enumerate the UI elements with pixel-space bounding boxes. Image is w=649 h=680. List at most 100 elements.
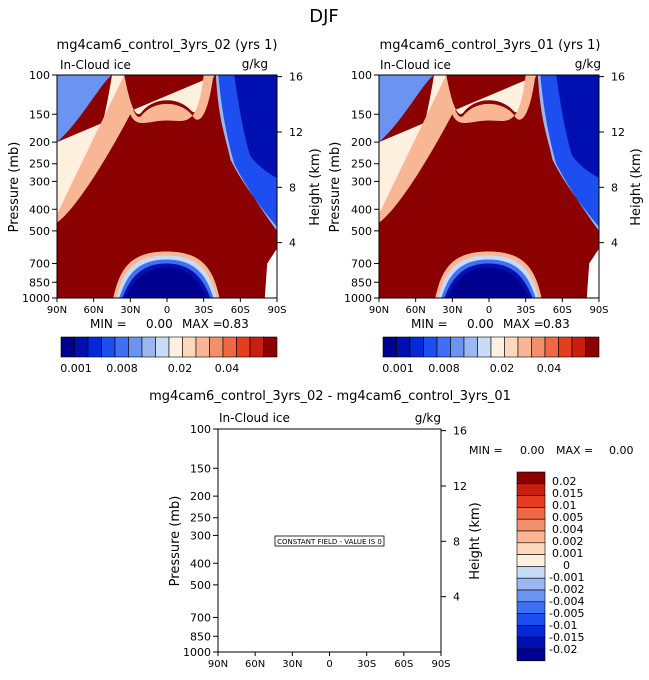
panel-2-pressure-ticks: 100 150 200 250 300 400 500 700 850 1000: [344, 69, 379, 305]
panel-2-ptick-label-4: 300: [351, 175, 372, 188]
panel-3-htick-label-3: 4: [453, 591, 460, 604]
panel-1-cb-swatch-0: [60, 336, 75, 358]
panel-3-cb-swatch-8: [516, 566, 546, 579]
panel-2-xtick-label-2: 30N: [442, 305, 462, 316]
panel-3-htick-label-1: 12: [453, 480, 467, 493]
panel-2-cb-swatch-3: [423, 336, 438, 358]
panel-3-cb-label-7: 0: [563, 559, 570, 572]
panel-2-ptick-label-6: 500: [351, 225, 372, 238]
panel-2-ptick-label-9: 1000: [344, 292, 372, 305]
panel-3-cb-swatch-15: [516, 648, 546, 662]
panel-3-cb-label-13: -0.015: [549, 631, 584, 644]
panel-1-cb-swatch-1: [74, 336, 89, 358]
panel-3-xtick-label-5: 60S: [394, 659, 413, 670]
panel-2-colorbar: [382, 336, 600, 358]
panel-3-colorbar: [516, 471, 546, 662]
panel-3-ptick-label-8: 850: [190, 630, 211, 643]
panel-2-cb-label-2: 0.02: [490, 362, 515, 375]
panel-2-max-value: 0.83: [543, 317, 570, 331]
panel-3-cb-label-9: -0.002: [549, 583, 584, 596]
panel-1-ptick-label-2: 200: [29, 136, 50, 149]
panel-1-contour-shell-4: [234, 75, 277, 179]
panel-2-title: mg4cam6_control_3yrs_01 (yrs 1): [380, 38, 601, 53]
panel-2-cb-swatch-8: [490, 336, 505, 358]
panel-2-cb-swatch-6: [463, 336, 478, 358]
panel-1-cb-swatch-5: [128, 336, 143, 358]
panel-3-ptick-label-6: 500: [190, 579, 211, 592]
panel-2-xtick-label-0: 90N: [369, 305, 389, 316]
panel-1-htick-label-0: 16: [289, 71, 303, 84]
panel-2-htick-label-2: 8: [611, 181, 618, 194]
panel-1-variable: In-Cloud ice: [60, 58, 131, 72]
panel-3-cb-swatch-10: [516, 589, 546, 603]
panel-3-cb-label-14: -0.02: [549, 643, 577, 656]
panel-3-units: g/kg: [415, 411, 441, 425]
panel-1-htick-label-1: 12: [289, 126, 303, 139]
panel-1-dome-4: [125, 267, 208, 298]
panel-3-cb-swatch-14: [516, 636, 546, 650]
panel-3-cb-swatch-12: [516, 613, 546, 626]
panel-3-min-value: 0.00: [520, 444, 545, 457]
panel-2-plot: [378, 74, 600, 299]
panel-2-htick-label-0: 16: [611, 71, 625, 84]
panel-3-cb-swatch-9: [516, 577, 546, 591]
panel-2-units: g/kg: [575, 57, 601, 71]
panel-3-ylabel-left: Pressure (mb): [168, 496, 183, 587]
panel-2-htick-label-3: 4: [611, 237, 618, 250]
panel-3-x-ticks: 90N 60N 30N 0 30S 60S 90S: [208, 652, 451, 670]
panel-1-min-label: MIN =: [90, 317, 127, 331]
panel-2-contour-shell-1: [379, 75, 538, 214]
panel-2-contour-shell-0: [379, 75, 434, 143]
panel-2-xtick-label-1: 60N: [406, 305, 426, 316]
panel-3-ptick-label-0: 100: [190, 423, 211, 436]
panel-2-cb-swatch-0: [382, 336, 397, 358]
panel-3-cb-label-3: 0.005: [552, 511, 584, 524]
panel-3-htick-label-2: 8: [453, 535, 460, 548]
panel-3-max-value: 0.00: [609, 444, 634, 457]
panel-2-ptick-label-0: 100: [351, 69, 372, 82]
panel-1-cb-swatch-15: [263, 336, 278, 358]
panel-2-contour-shell-2: [379, 75, 536, 223]
panel-2-htick-label-1: 12: [611, 126, 625, 139]
panel-2-xtick-label-3: 0: [486, 305, 492, 316]
panel-1-cb-swatch-6: [141, 336, 156, 358]
panel-2-field: [379, 75, 599, 298]
panel-2-cb-swatch-2: [409, 336, 424, 358]
panel-1-x-ticks: 90N 60N 30N 0 30S 60S 90S: [47, 298, 287, 316]
panel-2-ptick-label-7: 700: [351, 257, 372, 270]
panel-1-units: g/kg: [242, 57, 268, 71]
panel-1-cb-swatch-13: [236, 336, 251, 358]
panel-1-ptick-label-5: 400: [29, 203, 50, 216]
panel-1-ptick-label-3: 250: [29, 158, 50, 171]
panel-1-xtick-label-3: 0: [164, 305, 170, 316]
panel-2-dome-4: [447, 267, 530, 298]
panel-3-cb-swatch-7: [516, 554, 546, 567]
panel-2-cb-label-1: 0.008: [428, 362, 460, 375]
panel-1-xtick-label-1: 60N: [84, 305, 104, 316]
panel-1-xtick-label-0: 90N: [47, 305, 67, 316]
panel-1: mg4cam6_control_3yrs_02 (yrs 1) In-Cloud…: [7, 38, 323, 375]
panel-2-xtick-label-5: 60S: [553, 305, 572, 316]
panel-3-ptick-label-5: 400: [190, 557, 211, 570]
panel-1-cb-swatch-8: [168, 336, 183, 358]
panel-1-colorbar: [60, 336, 278, 358]
panel-1-contour-shell-0: [57, 75, 112, 143]
panel-1-cb-label-2: 0.02: [168, 362, 193, 375]
panel-1-min-value: 0.00: [146, 317, 173, 331]
page-title: DJF: [309, 6, 339, 27]
panel-2-min-label: MIN =: [411, 317, 448, 331]
panel-2-cb-swatch-14: [571, 336, 586, 358]
panel-2-cb-label-3: 0.04: [537, 362, 562, 375]
panel-3-ptick-label-4: 300: [190, 529, 211, 542]
panel-2-cb-swatch-11: [531, 336, 546, 358]
panel-2-ylabel-left: Pressure (mb): [328, 142, 343, 233]
panel-1-ptick-label-4: 300: [29, 175, 50, 188]
panel-1-height-ticks: 16 12 8 4: [277, 71, 303, 250]
panel-2-ptick-label-2: 200: [351, 136, 372, 149]
panel-3-min-label: MIN =: [469, 444, 503, 457]
panel-1-ptick-label-7: 700: [29, 257, 50, 270]
panel-2-ptick-label-5: 400: [351, 203, 372, 216]
panel-1-cb-label-3: 0.04: [215, 362, 240, 375]
panel-1-cb-swatch-12: [222, 336, 237, 358]
